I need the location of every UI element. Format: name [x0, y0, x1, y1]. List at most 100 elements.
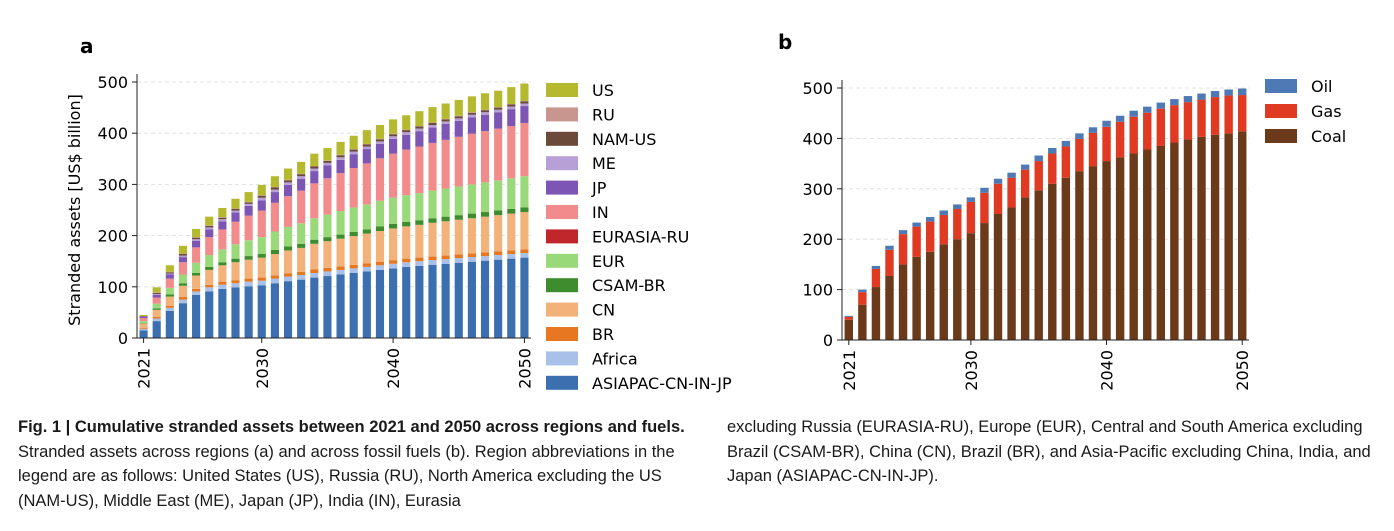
bar-segment-africa-2025 [192, 291, 201, 295]
bar-segment-br-2025 [192, 288, 201, 292]
bar-segment-eur-2036 [336, 211, 345, 235]
bar-segment-csam-br-2036 [336, 234, 345, 239]
bar-segment-ru-2032 [283, 179, 293, 181]
bar-segment-asiapac-cn-in-jp-2034 [310, 277, 319, 338]
bar-segment-in-2027 [218, 229, 227, 250]
bar-segment-asiapac-cn-in-jp-2046 [467, 261, 476, 338]
bar-segment-in-2050 [520, 122, 529, 177]
bar-segment-oil-2044 [1156, 102, 1166, 109]
bar-segment-me-2035 [323, 162, 332, 166]
bar-segment-me-2027 [218, 219, 227, 222]
y-tick-label: 100 [97, 278, 128, 297]
bar-segment-gas-2038 [1075, 138, 1084, 172]
bar-segment-oil-2037 [1061, 140, 1071, 147]
bar-segment-ru-2046 [467, 112, 476, 113]
bar-segment-me-2047 [480, 112, 490, 115]
bar-segment-me-2044 [441, 121, 450, 124]
bar-segment-coal-2024 [885, 275, 894, 340]
bar-segment-csam-br-2035 [323, 237, 332, 242]
bar-segment-oil-2028 [939, 210, 948, 216]
bar-segment-gas-2036 [1048, 153, 1057, 184]
bar-segment-gas-2030 [966, 201, 976, 234]
figure-caption-right: excluding Russia (EURASIA-RU), Europe (E… [727, 415, 1387, 489]
bar-segment-cn-2025 [192, 275, 201, 289]
caption-body-right: excluding Russia (EURASIA-RU), Europe (E… [727, 418, 1371, 485]
bar-segment-oil-2029 [953, 204, 962, 209]
bar-segment-jp-2048 [494, 112, 503, 129]
bar-segment-me-2042 [415, 128, 424, 132]
bar-segment-me-2029 [244, 203, 253, 206]
legend-swatch-nam-us [546, 131, 578, 146]
bar-segment-oil-2025 [898, 230, 908, 235]
bar-segment-me-2036 [336, 157, 345, 160]
bar-segment-us-2049 [507, 87, 516, 105]
bar-segment-oil-2024 [885, 245, 894, 250]
bar-segment-me-2031 [270, 189, 279, 193]
bar-segment-coal-2023 [871, 287, 881, 340]
bar-segment-africa-2036 [336, 269, 345, 275]
bar-segment-africa-2031 [270, 278, 279, 284]
bar-segment-coal-2035 [1034, 190, 1043, 340]
bar-segment-oil-2023 [871, 265, 881, 269]
bar-segment-br-2034 [310, 269, 319, 273]
bar-segment-gas-2040 [1102, 126, 1111, 162]
bar-segment-eur-2039 [375, 200, 385, 227]
bar-segment-coal-2022 [858, 304, 867, 340]
legend-label-eurasia-ru: EURASIA-RU [592, 227, 689, 246]
bar-segment-ru-2030 [257, 195, 266, 196]
bar-segment-oil-2041 [1115, 115, 1125, 122]
bar-segment-gas-2029 [953, 208, 962, 240]
bar-segment-csam-br-2025 [192, 272, 201, 276]
panel-a-chart: a 0 100 200 300 400 500 2021 2030 2040 2050 Strande… [65, 34, 732, 393]
bar-segment-asiapac-cn-in-jp-2027 [218, 288, 227, 338]
legend-swatch-eurasia-ru [546, 229, 578, 244]
bar-segment-asiapac-cn-in-jp-2035 [323, 276, 332, 338]
bar-segment-oil-2042 [1129, 110, 1138, 117]
panel-b-chart: b 0 100 200 300 400 500 2021 2030 2040 2050 Oil Gas C… [778, 30, 1346, 391]
bar-segment-nam-us-2036 [336, 155, 345, 158]
bar-segment-coal-2050 [1238, 131, 1247, 340]
legend-swatch-in [546, 205, 578, 219]
bar-segment-br-2041 [402, 258, 411, 263]
bar-segment-cn-2046 [467, 218, 476, 254]
bar-segment-cn-2041 [402, 226, 411, 259]
bar-segment-us-2027 [218, 207, 227, 218]
legend-label-me: ME [592, 154, 616, 173]
bar-segment-eur-2022 [152, 303, 161, 309]
bar-segment-nam-us-2022 [152, 292, 161, 294]
bar-segment-asiapac-cn-in-jp-2041 [402, 266, 411, 338]
bar-segment-jp-2028 [231, 212, 240, 222]
bar-segment-gas-2044 [1156, 108, 1166, 146]
bar-segment-nam-us-2031 [270, 187, 279, 190]
bar-segment-africa-2022 [152, 318, 161, 322]
bar-segment-eur-2024 [178, 274, 188, 284]
bar-segment-in-2041 [402, 149, 411, 196]
bar-segment-asiapac-cn-in-jp-2043 [428, 264, 437, 338]
bar-segment-me-2045 [454, 118, 463, 121]
bar-segment-cn-2029 [244, 259, 253, 279]
bar-segment-coal-2032 [993, 214, 1003, 340]
bar-segment-coal-2027 [925, 251, 935, 340]
bar-segment-ru-2040 [389, 133, 398, 135]
bar-segment-nam-us-2033 [297, 174, 306, 177]
bar-segment-nam-us-2030 [257, 195, 266, 198]
bar-segment-nam-us-2045 [454, 116, 463, 119]
bar-segment-africa-2037 [349, 268, 358, 273]
legend-swatch-csam-br [546, 278, 578, 293]
bar-segment-nam-us-2047 [480, 110, 490, 113]
x-tick-label: 2021 [135, 348, 154, 389]
bar-segment-asiapac-cn-in-jp-2026 [205, 291, 214, 338]
bar-segment-br-2026 [205, 284, 214, 288]
bar-segment-nam-us-2026 [205, 225, 214, 228]
bar-segment-nam-us-2044 [441, 119, 450, 122]
bar-segment-oil-2030 [966, 197, 976, 202]
y-tick-label: 300 [802, 180, 833, 199]
bar-segment-csam-br-2032 [283, 246, 293, 251]
bar-segment-us-2022 [152, 287, 161, 293]
bar-segment-csam-br-2040 [389, 223, 398, 229]
bar-segment-jp-2035 [323, 165, 332, 179]
bar-segment-eur-2042 [415, 193, 424, 221]
bar-segment-cn-2031 [270, 254, 279, 276]
bar-segment-coal-2031 [980, 223, 989, 340]
bar-segment-gas-2031 [980, 192, 989, 224]
